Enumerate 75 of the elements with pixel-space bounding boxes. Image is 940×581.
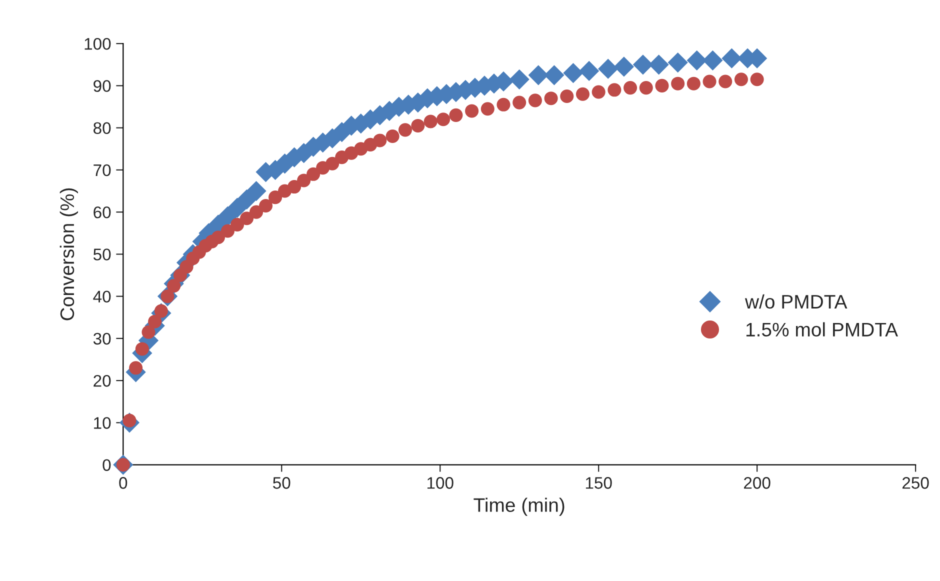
x-axis-title: Time (min) xyxy=(474,498,564,516)
y-tick-label: 40 xyxy=(93,290,111,303)
point xyxy=(129,361,143,375)
point xyxy=(288,180,302,194)
point xyxy=(608,83,622,97)
point xyxy=(614,56,634,77)
point xyxy=(259,198,273,213)
x-tick-label: 250 xyxy=(902,477,929,489)
point xyxy=(544,92,558,106)
y-tick-label: 100 xyxy=(84,38,111,50)
point xyxy=(702,74,716,88)
point xyxy=(512,96,526,110)
point xyxy=(576,87,590,101)
point xyxy=(528,94,542,108)
y-tick-label: 80 xyxy=(94,122,111,134)
point xyxy=(306,167,320,181)
point xyxy=(496,98,510,112)
point xyxy=(648,54,669,75)
y-tick-label: 10 xyxy=(94,417,111,429)
point xyxy=(655,78,669,92)
point xyxy=(671,76,685,90)
point xyxy=(424,114,438,128)
point xyxy=(722,48,742,68)
point xyxy=(411,118,425,132)
point xyxy=(436,112,450,126)
y-tick-label: 90 xyxy=(94,80,111,92)
point xyxy=(465,104,479,118)
y-tick-label: 50 xyxy=(93,248,111,260)
point xyxy=(668,52,688,73)
point xyxy=(373,134,387,148)
point xyxy=(544,65,564,86)
point xyxy=(230,218,244,232)
point xyxy=(718,74,732,88)
point xyxy=(240,212,254,226)
y-tick-label: 70 xyxy=(94,164,111,176)
point xyxy=(528,65,548,86)
point xyxy=(326,156,340,170)
y-axis-title: Conversion (%) xyxy=(60,188,78,320)
x-tick-label: 50 xyxy=(273,477,290,489)
point xyxy=(268,190,282,204)
point xyxy=(686,76,700,90)
point xyxy=(579,60,600,82)
point xyxy=(148,314,162,328)
point xyxy=(509,69,530,90)
x-tick-label: 100 xyxy=(427,477,454,489)
point xyxy=(624,81,638,95)
point xyxy=(250,205,264,219)
point xyxy=(480,102,494,116)
point xyxy=(386,129,400,144)
point xyxy=(592,85,606,99)
y-tick-label: 60 xyxy=(94,206,111,218)
point xyxy=(246,180,266,202)
point xyxy=(686,50,707,70)
point xyxy=(560,89,574,103)
point xyxy=(734,72,748,86)
point xyxy=(135,342,149,356)
point xyxy=(702,50,723,70)
y-tick-label: 30 xyxy=(93,332,111,345)
point xyxy=(142,325,156,339)
y-tick-label: 0 xyxy=(102,459,111,472)
point xyxy=(398,123,412,137)
point xyxy=(598,58,618,79)
legend-label: w/o PMDTA xyxy=(744,294,848,309)
legend-label: 1.5% mol PMDTA xyxy=(746,322,898,337)
x-tick-label: 0 xyxy=(119,477,128,489)
point xyxy=(563,62,584,84)
point xyxy=(211,230,225,244)
point xyxy=(220,224,235,238)
x-tick-label: 150 xyxy=(586,477,612,489)
x-tick-label: 200 xyxy=(744,477,770,489)
point xyxy=(449,108,463,122)
y-tick-label: 20 xyxy=(94,374,111,387)
point xyxy=(639,81,653,95)
point xyxy=(750,72,764,86)
point xyxy=(297,174,311,188)
